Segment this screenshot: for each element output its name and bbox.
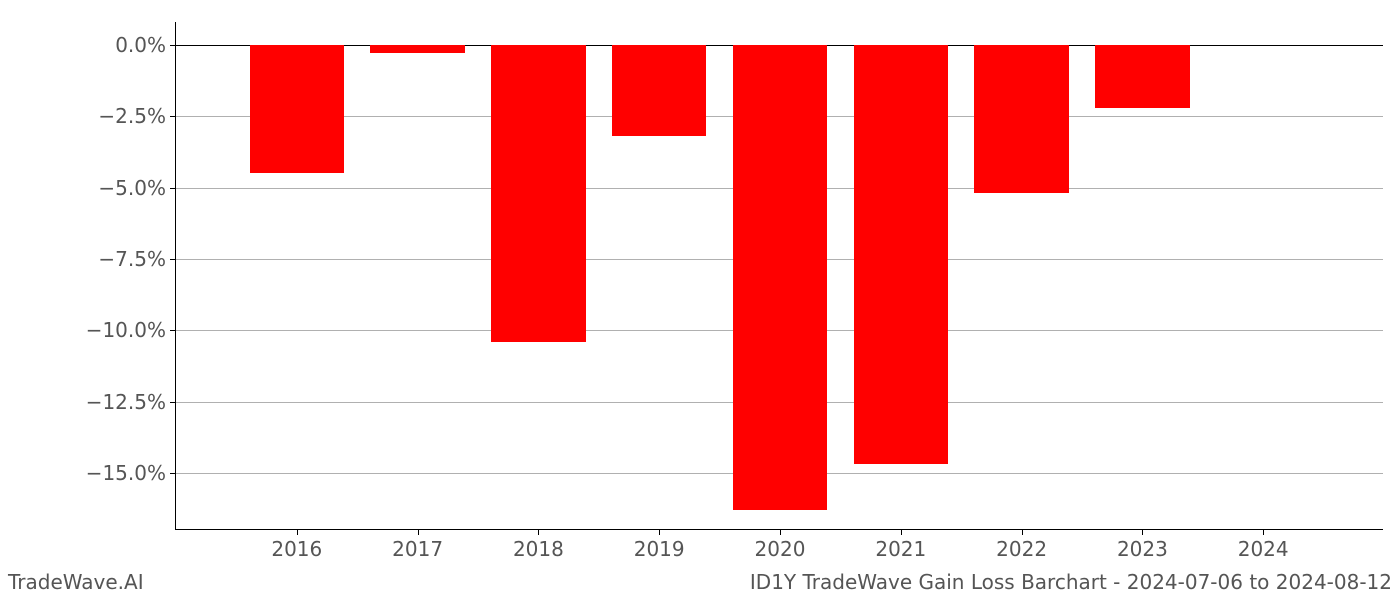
ytick-label: −2.5% (98, 104, 166, 128)
xtick-mark (538, 529, 539, 535)
xtick-label: 2020 (755, 537, 806, 561)
xtick-mark (418, 529, 419, 535)
ytick-label: −5.0% (98, 176, 166, 200)
bar (974, 45, 1068, 193)
xtick-label: 2023 (1117, 537, 1168, 561)
ytick-mark (170, 188, 176, 189)
ytick-mark (170, 259, 176, 260)
xtick-label: 2017 (392, 537, 443, 561)
xtick-label: 2022 (996, 537, 1047, 561)
gain-loss-barchart: 0.0% −2.5% −5.0% −7.5% −10.0% −12.5% −15.0% 201… (0, 0, 1400, 600)
bar (854, 45, 948, 465)
ytick-mark (170, 330, 176, 331)
ytick-label: −12.5% (86, 390, 166, 414)
xtick-mark (1142, 529, 1143, 535)
ytick-label: −10.0% (86, 318, 166, 342)
ytick-label: 0.0% (115, 33, 166, 57)
xtick-mark (1022, 529, 1023, 535)
xtick-label: 2019 (634, 537, 685, 561)
ytick-label: −15.0% (86, 461, 166, 485)
ytick-mark (170, 116, 176, 117)
bar (1095, 45, 1189, 108)
ytick-mark (170, 45, 176, 46)
bar (733, 45, 827, 510)
bar (612, 45, 706, 136)
bar (370, 45, 464, 54)
ytick-mark (170, 473, 176, 474)
xtick-mark (297, 529, 298, 535)
xtick-mark (659, 529, 660, 535)
xtick-mark (780, 529, 781, 535)
bar (250, 45, 344, 173)
ytick-mark (170, 402, 176, 403)
plot-area: 0.0%−2.5%−5.0%−7.5%−10.0%−12.5%−15.0%201… (175, 22, 1383, 530)
footer-brand: TradeWave.AI (8, 570, 144, 594)
xtick-label: 2016 (271, 537, 322, 561)
xtick-label: 2021 (875, 537, 926, 561)
xtick-mark (1263, 529, 1264, 535)
ytick-label: −7.5% (98, 247, 166, 271)
xtick-label: 2024 (1238, 537, 1289, 561)
footer-caption: ID1Y TradeWave Gain Loss Barchart - 2024… (750, 570, 1392, 594)
xtick-mark (901, 529, 902, 535)
xtick-label: 2018 (513, 537, 564, 561)
bar (491, 45, 585, 342)
